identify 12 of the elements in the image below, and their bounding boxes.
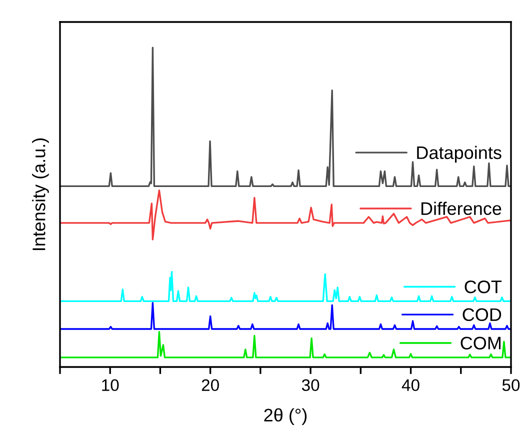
x-axis-title: 2θ (°) xyxy=(264,408,307,426)
legend-label: COD xyxy=(462,308,502,322)
legend-label: Difference xyxy=(421,202,502,215)
x-tick-label: 20 xyxy=(202,379,219,392)
x-tick-label: 30 xyxy=(302,379,320,392)
x-tick-label: 40 xyxy=(402,379,420,392)
legend-label: Datapoints xyxy=(417,146,502,163)
legend-label: COT xyxy=(464,280,502,294)
x-tick-label: 10 xyxy=(102,379,119,392)
x-tick-label: 50 xyxy=(502,379,520,392)
legend-label: COM xyxy=(460,336,500,350)
y-axis-title: Intensity (a.u.) xyxy=(32,138,49,250)
